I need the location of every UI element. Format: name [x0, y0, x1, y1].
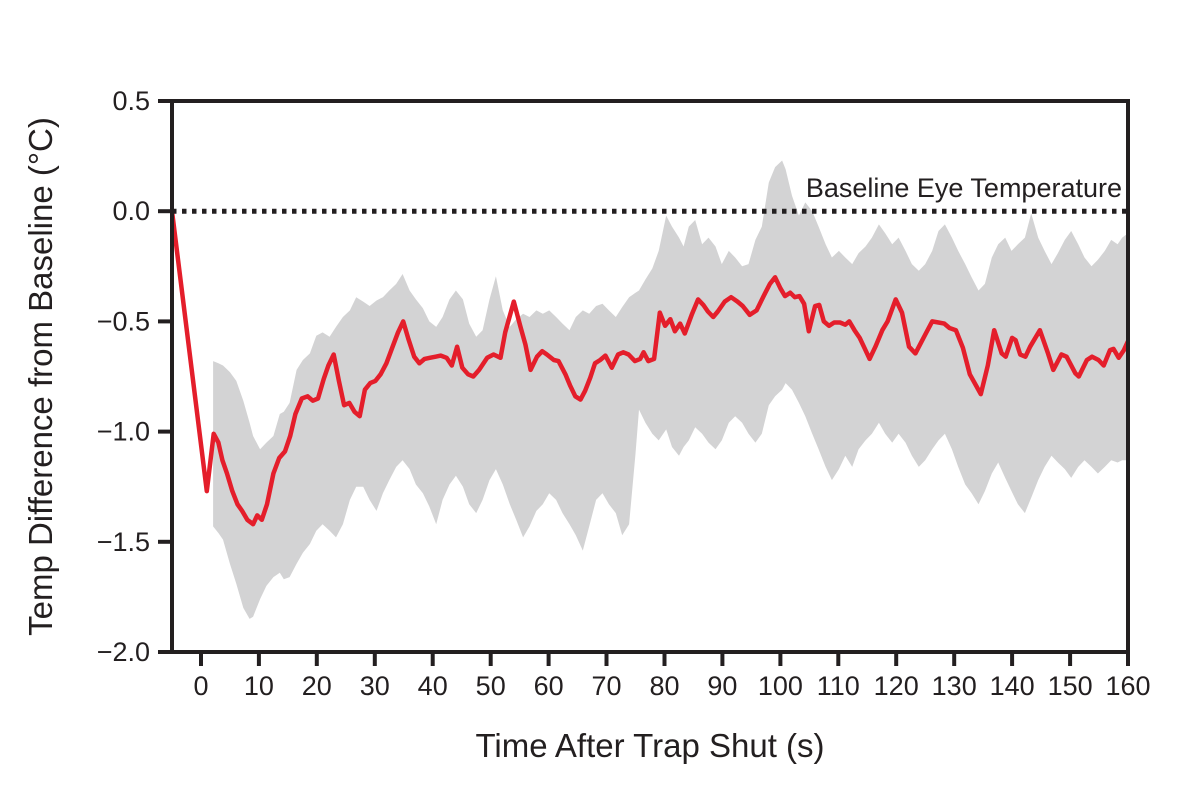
plot-area — [172, 160, 1128, 619]
y-tick-label: 0.0 — [112, 196, 150, 226]
x-tick-label: 140 — [990, 671, 1035, 701]
x-tick-label: 70 — [591, 671, 621, 701]
x-axis-title: Time After Trap Shut (s) — [475, 727, 824, 764]
x-tick-label: 30 — [360, 671, 390, 701]
y-tick-label: 0.5 — [112, 86, 150, 116]
x-tick-label: 90 — [707, 671, 737, 701]
x-tick-label: 10 — [244, 671, 274, 701]
x-tick-label: 80 — [649, 671, 679, 701]
y-tick-label: −1.5 — [97, 527, 150, 557]
x-tick-label: 100 — [758, 671, 803, 701]
x-tick-label: 120 — [874, 671, 919, 701]
x-tick-label: 50 — [476, 671, 506, 701]
x-tick-label: 40 — [418, 671, 448, 701]
baseline-annotation: Baseline Eye Temperature — [806, 173, 1122, 203]
x-axis-ticks: 0 10 20 30 40 50 60 70 80 90 100 110 120 130 140 150 160 — [193, 652, 1151, 701]
plot-frame — [170, 99, 1130, 654]
sd-band-area — [213, 160, 1128, 619]
mean-temp-line — [172, 208, 1128, 527]
x-tick-label: 0 — [193, 671, 208, 701]
x-tick-label: 160 — [1105, 671, 1150, 701]
x-tick-label: 150 — [1048, 671, 1093, 701]
y-tick-label: −0.5 — [97, 306, 150, 336]
x-tick-label: 110 — [817, 671, 860, 701]
y-tick-label: −1.0 — [97, 417, 150, 447]
x-tick-label: 60 — [534, 671, 564, 701]
x-tick-label: 20 — [302, 671, 332, 701]
x-tick-label: 130 — [932, 671, 977, 701]
y-tick-label: −2.0 — [97, 637, 150, 667]
y-axis-ticks: 0.5 0.0 −0.5 −1.0 −1.5 −2.0 — [97, 86, 172, 667]
y-axis-title: Temp Difference from Baseline (°C) — [22, 117, 59, 636]
